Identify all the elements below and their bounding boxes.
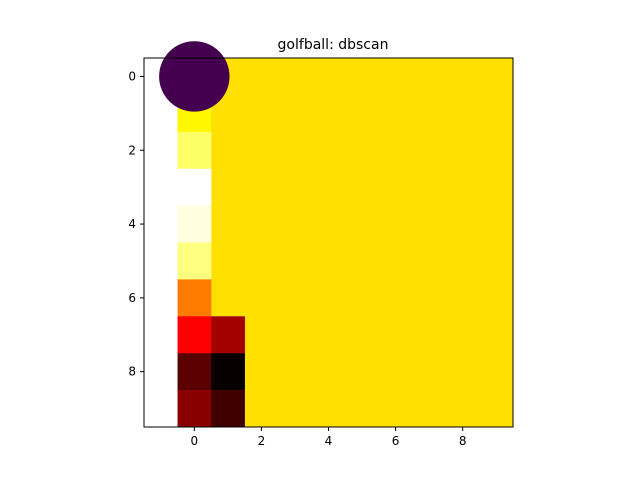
heatmap-cell bbox=[211, 390, 245, 428]
heatmap-cell bbox=[211, 316, 245, 354]
heatmap-cell bbox=[177, 279, 212, 317]
heatmap-cell bbox=[177, 131, 212, 169]
y-tick-label: 8 bbox=[128, 365, 136, 379]
axes: 0 2 4 6 8 0 2 4 6 8 bbox=[128, 57, 514, 448]
x-tick-label: 2 bbox=[258, 434, 266, 448]
heatmap-cell bbox=[177, 353, 212, 391]
cluster-marker bbox=[159, 41, 230, 112]
plot-area bbox=[144, 41, 513, 428]
chart-title: golfball: dbscan bbox=[278, 37, 389, 53]
x-tick-label: 6 bbox=[392, 434, 400, 448]
y-tick-label: 4 bbox=[128, 217, 136, 231]
heatmap-filled-region bbox=[211, 58, 513, 427]
y-tick-label: 6 bbox=[128, 291, 136, 305]
heatmap-cell bbox=[177, 316, 212, 354]
y-tick-label: 2 bbox=[128, 143, 136, 157]
heatmap-cell bbox=[211, 353, 245, 391]
heatmap-cell bbox=[177, 242, 212, 280]
heatmap-cell bbox=[177, 205, 212, 243]
heatmap-cell bbox=[177, 390, 212, 428]
heatmap-cell bbox=[177, 168, 212, 206]
y-tick-label: 0 bbox=[128, 69, 136, 83]
x-tick-label: 8 bbox=[459, 434, 467, 448]
x-tick-label: 0 bbox=[190, 434, 198, 448]
x-tick-label: 4 bbox=[325, 434, 333, 448]
